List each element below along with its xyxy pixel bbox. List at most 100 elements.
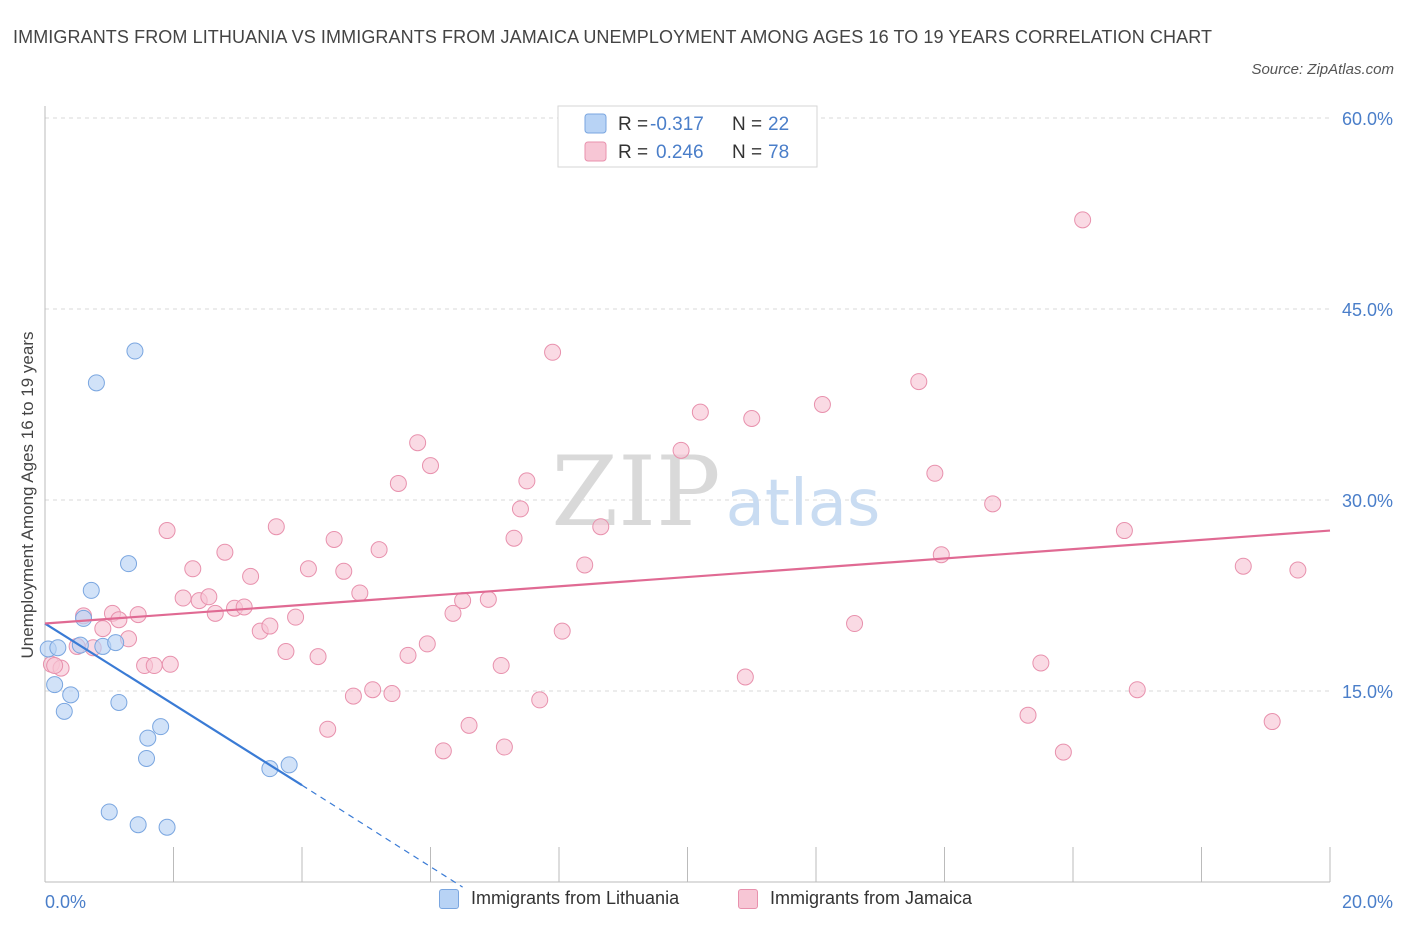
y-tick-label-2: 45.0% <box>1342 300 1393 320</box>
watermark: ZIP atlas <box>551 436 880 548</box>
jamaica-point-67 <box>984 495 1002 513</box>
jamaica-point-52 <box>518 472 536 490</box>
lithuania-point-8 <box>87 374 105 392</box>
jamaica-point-55 <box>553 622 571 640</box>
jamaica-point-49 <box>495 738 513 756</box>
jamaica-point-11 <box>145 657 163 675</box>
lithuania-point-2 <box>55 702 73 720</box>
watermark-atlas: atlas <box>726 467 881 541</box>
jamaica-point-76 <box>1289 561 1307 579</box>
jamaica-point-59 <box>691 403 709 421</box>
jamaica-point-68 <box>1019 706 1037 724</box>
source-label: Source: ZipAtlas.com <box>1251 61 1394 78</box>
jamaica-point-53 <box>531 691 549 709</box>
jamaica-point-33 <box>344 687 362 705</box>
jamaica-point-46 <box>460 716 478 734</box>
legend-swatch-lithuania <box>584 113 607 134</box>
jamaica-point-30 <box>319 720 337 738</box>
jamaica-point-26 <box>277 643 295 661</box>
watermark-zip: ZIP <box>551 436 720 548</box>
jamaica-point-25 <box>267 518 285 536</box>
legend-r-label-jamaica: R = <box>618 142 648 163</box>
lithuania-point-18 <box>129 816 147 834</box>
jamaica-point-77 <box>46 657 64 675</box>
jamaica-point-75 <box>1263 713 1281 731</box>
jamaica-point-17 <box>200 588 218 606</box>
legend-n-label-jamaica: N = <box>732 142 762 163</box>
jamaica-point-65 <box>926 464 944 482</box>
lithuania-point-6 <box>75 609 93 627</box>
jamaica-point-19 <box>216 543 234 561</box>
axes <box>44 106 1331 883</box>
legend-r-value-lithuania: -0.317 <box>650 114 704 135</box>
legend-n-value-lithuania: 22 <box>768 114 789 135</box>
jamaica-point-54 <box>544 343 562 361</box>
jamaica-point-29 <box>309 648 327 666</box>
jamaica-point-21 <box>235 598 253 616</box>
jamaica-point-32 <box>335 562 353 580</box>
x-tick-label-max: 20.0% <box>1342 892 1393 912</box>
lithuania-trend-line <box>44 622 303 787</box>
jamaica-point-73 <box>1128 681 1146 699</box>
jamaica-point-36 <box>370 541 388 559</box>
jamaica-point-69 <box>1032 654 1050 672</box>
legend-r-label-lithuania: R = <box>618 114 648 135</box>
jamaica-point-31 <box>325 530 343 548</box>
y-tick-label-1: 30.0% <box>1342 491 1393 511</box>
jamaica-point-41 <box>418 635 436 653</box>
tick-labels: 15.0% 30.0% 45.0% 60.0% 0.0% 20.0% <box>45 109 1393 912</box>
jamaica-point-47 <box>479 590 497 608</box>
jamaica-point-39 <box>399 646 417 664</box>
jamaica-trend-line <box>44 529 1331 625</box>
lithuania-point-3 <box>62 686 80 704</box>
y-tick-label-0: 15.0% <box>1342 682 1393 702</box>
legend-label-jamaica: Immigrants from Jamaica <box>770 888 973 908</box>
legend-top: R = -0.317 N = 22 R = 0.246 N = 78 <box>557 105 818 168</box>
jamaica-point-42 <box>422 457 439 475</box>
jamaica-point-35 <box>364 681 382 699</box>
lithuania-point-10 <box>107 634 125 652</box>
chart-title: IMMIGRANTS FROM LITHUANIA VS IMMIGRANTS … <box>13 27 1213 47</box>
jamaica-point-48 <box>492 657 510 675</box>
lithuania-point-15 <box>138 749 156 767</box>
jamaica-point-45 <box>454 592 472 610</box>
lithuania-point-20 <box>261 760 279 778</box>
legend-swatch-jamaica <box>584 141 607 162</box>
lithuania-point-1 <box>46 676 64 694</box>
jamaica-point-71 <box>1074 211 1092 229</box>
legend-n-value-jamaica: 78 <box>768 142 789 163</box>
lithuania-point-16 <box>152 718 170 736</box>
lithuania-point-11 <box>110 693 128 711</box>
lithuania-point-19 <box>158 818 176 836</box>
lithuania-point-7 <box>82 581 100 599</box>
jamaica-point-34 <box>351 584 369 602</box>
trend-lines <box>44 529 1331 888</box>
jamaica-point-62 <box>813 396 831 413</box>
jamaica-point-66 <box>932 546 950 564</box>
jamaica-point-14 <box>174 589 192 607</box>
jamaica-point-37 <box>383 685 401 703</box>
jamaica-point-43 <box>434 742 452 760</box>
jamaica-point-64 <box>910 373 928 391</box>
jamaica-point-24 <box>261 617 279 635</box>
lithuania-point-4 <box>49 639 67 657</box>
jamaica-point-27 <box>287 608 305 626</box>
lithuania-point-14 <box>139 729 157 747</box>
legend-n-label-lithuania: N = <box>732 114 762 135</box>
legend-swatch-jamaica-bottom <box>738 888 758 909</box>
jamaica-point-15 <box>184 560 202 578</box>
jamaica-point-12 <box>161 655 179 673</box>
jamaica-point-70 <box>1054 743 1072 761</box>
legend-item-lithuania: Immigrants from Lithuania <box>439 888 679 909</box>
jamaica-point-61 <box>743 410 761 428</box>
jamaica-point-56 <box>576 556 594 574</box>
jamaica-point-13 <box>158 522 176 540</box>
jamaica-point-9 <box>129 606 147 624</box>
legend-bottom: Immigrants from Lithuania Immigrants fro… <box>0 888 1406 918</box>
jamaica-point-51 <box>511 500 529 518</box>
legend-swatch-lithuania-bottom <box>439 888 459 909</box>
jamaica-point-63 <box>846 615 864 633</box>
jamaica-point-72 <box>1115 522 1133 540</box>
x-tick-label-min: 0.0% <box>45 892 86 912</box>
